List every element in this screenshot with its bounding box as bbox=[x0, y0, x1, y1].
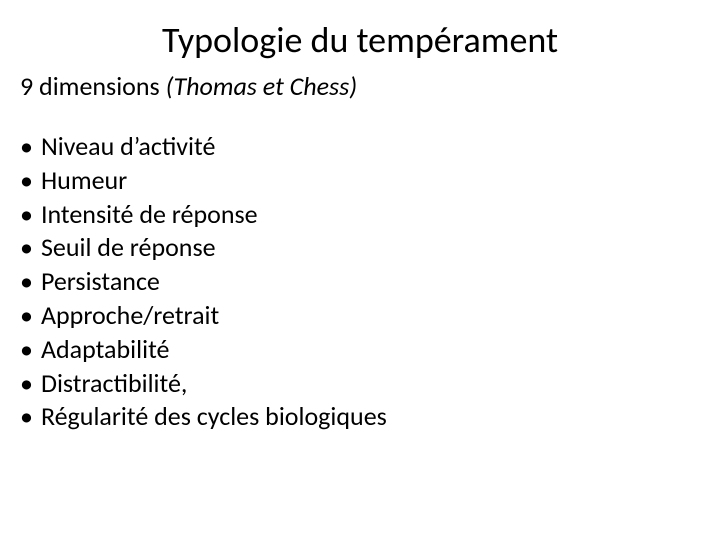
bullet-icon: • bbox=[20, 164, 33, 198]
list-item: • Persistance bbox=[20, 265, 720, 299]
bullet-text: Régularité des cycles biologiques bbox=[41, 400, 387, 434]
list-item: • Intensité de réponse bbox=[20, 198, 720, 232]
bullet-icon: • bbox=[20, 231, 33, 265]
bullet-list: • Niveau d’activité • Humeur • Intensité… bbox=[20, 130, 720, 434]
bullet-text: Persistance bbox=[41, 265, 160, 299]
bullet-icon: • bbox=[20, 400, 33, 434]
subtitle-lead: 9 dimensions bbox=[20, 70, 166, 102]
bullet-text: Adaptabilité bbox=[41, 333, 169, 367]
bullet-icon: • bbox=[20, 333, 33, 367]
bullet-icon: • bbox=[20, 367, 33, 401]
list-item: • Adaptabilité bbox=[20, 333, 720, 367]
bullet-text: Seuil de réponse bbox=[41, 231, 216, 265]
bullet-text: Approche/retrait bbox=[41, 299, 219, 333]
list-item: • Humeur bbox=[20, 164, 720, 198]
list-item: • Seuil de réponse bbox=[20, 231, 720, 265]
list-item: • Niveau d’activité bbox=[20, 130, 720, 164]
subtitle-authors: (Thomas et Chess) bbox=[166, 70, 358, 102]
bullet-text: Niveau d’activité bbox=[41, 130, 215, 164]
bullet-icon: • bbox=[20, 198, 33, 232]
bullet-icon: • bbox=[20, 130, 33, 164]
bullet-text: Humeur bbox=[41, 164, 127, 198]
bullet-icon: • bbox=[20, 299, 33, 333]
bullet-icon: • bbox=[20, 265, 33, 299]
slide-subtitle: 9 dimensions (Thomas et Chess) bbox=[20, 70, 720, 102]
bullet-text: Distractibilité, bbox=[41, 367, 187, 401]
list-item: • Approche/retrait bbox=[20, 299, 720, 333]
list-item: • Distractibilité, bbox=[20, 367, 720, 401]
slide: Typologie du tempérament 9 dimensions (T… bbox=[0, 18, 720, 558]
slide-title: Typologie du tempérament bbox=[0, 18, 720, 62]
bullet-text: Intensité de réponse bbox=[41, 198, 258, 232]
list-item: • Régularité des cycles biologiques bbox=[20, 400, 720, 434]
